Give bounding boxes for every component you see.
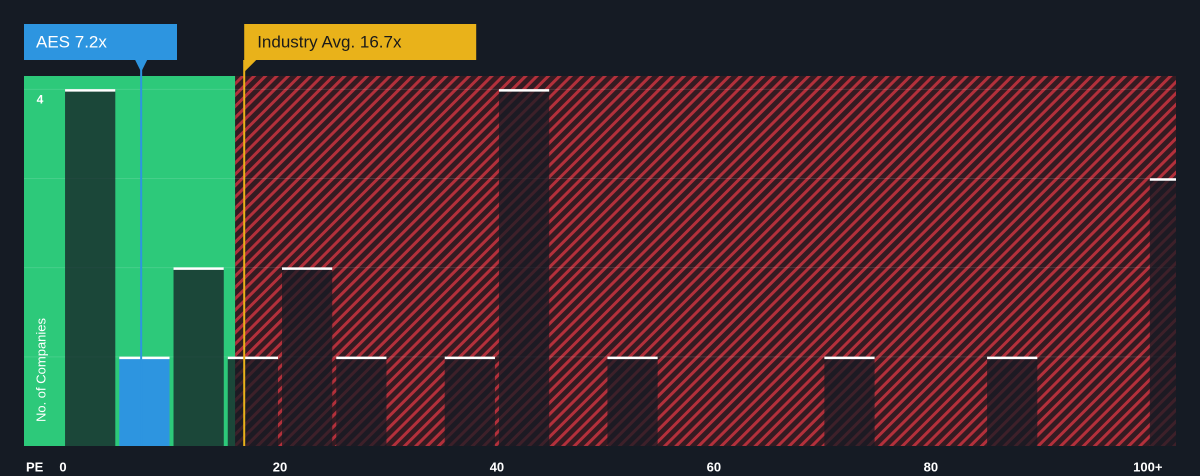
bar-group [336, 356, 387, 446]
y-tick-label: 4 [37, 93, 44, 107]
bar-group [607, 356, 658, 446]
x-tick-label: 40 [490, 459, 504, 474]
x-tick-label: 80 [924, 459, 938, 474]
bar [607, 356, 658, 446]
bar [119, 356, 170, 446]
bar [65, 89, 116, 446]
bar-group [824, 356, 875, 446]
company-pointer [135, 60, 148, 72]
bar [498, 89, 550, 446]
bar-group [173, 267, 224, 446]
bar-group [498, 89, 550, 446]
company-label: AES 7.2x [36, 32, 107, 51]
x-tick-label: 0 [59, 459, 66, 474]
bar-group [119, 356, 170, 446]
bar-group [227, 356, 278, 446]
x-tick-label: 20 [273, 459, 287, 474]
industry-pointer [244, 60, 257, 72]
x-axis-label: PE [26, 459, 44, 474]
bar [282, 267, 333, 446]
bar [444, 356, 495, 446]
industry-label: Industry Avg. 16.7x [257, 32, 402, 51]
bar [824, 356, 875, 446]
x-tick-label: 100+ [1133, 459, 1163, 474]
bar-group [987, 356, 1038, 446]
company-badge [24, 24, 177, 60]
y-axis-label: No. of Companies [33, 317, 48, 422]
x-tick-label: 60 [707, 459, 721, 474]
industry-badge [244, 24, 477, 60]
bar [336, 356, 387, 446]
bar [173, 267, 224, 446]
bar [1149, 178, 1176, 446]
bar [987, 356, 1038, 446]
bar [227, 356, 278, 446]
bar-group [1149, 178, 1176, 446]
bar-group [444, 356, 495, 446]
bar-group [65, 89, 116, 446]
bar-group [282, 267, 333, 446]
